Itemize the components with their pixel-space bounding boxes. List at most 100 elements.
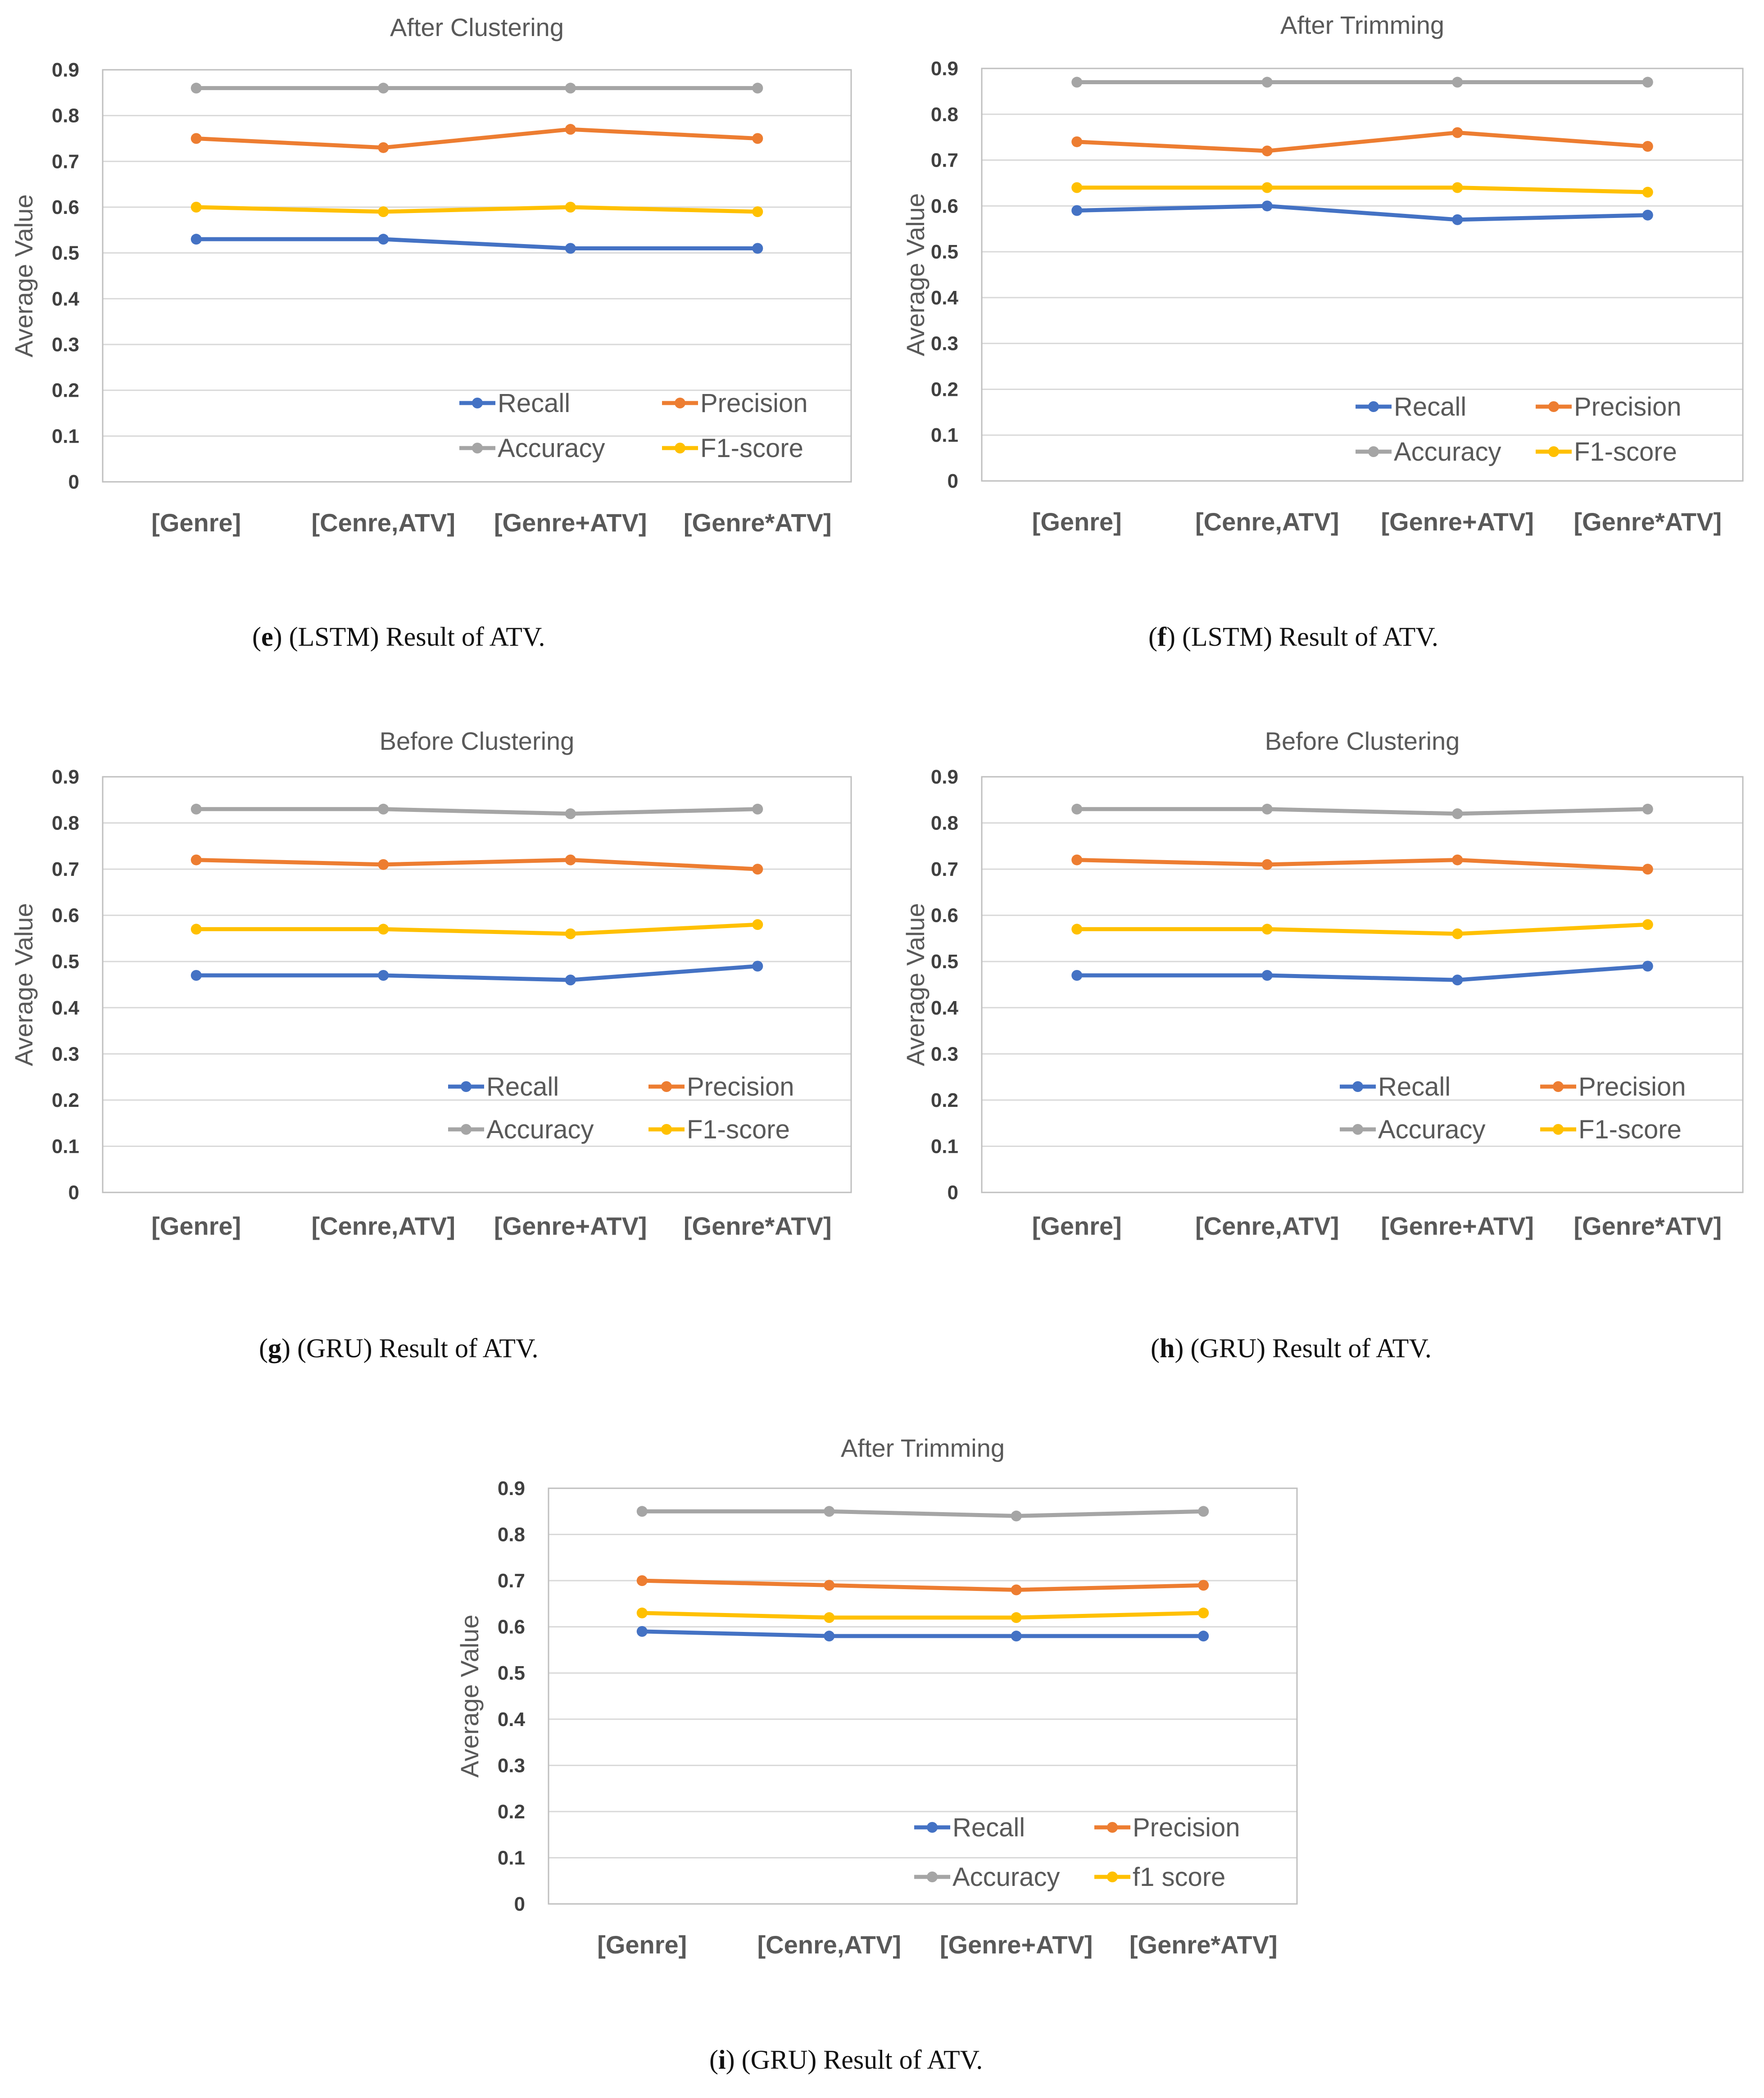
y-tick-label: 0.9 — [931, 766, 958, 788]
series-line — [194, 807, 760, 816]
x-tick-label: [Genre+ATV] — [494, 1212, 647, 1240]
y-tick-label: 0.9 — [498, 1477, 525, 1500]
x-tick-label: [Cenre,ATV] — [1195, 1212, 1339, 1240]
caption-f: (f) (LSTM) Result of ATV. — [1148, 622, 1438, 652]
y-tick-label: 0 — [514, 1893, 525, 1915]
data-point — [1452, 854, 1463, 865]
data-point — [752, 243, 763, 254]
data-point — [190, 133, 202, 144]
plot-area — [548, 1487, 1298, 1905]
legend-entry: Precision — [648, 1072, 794, 1101]
data-point — [1452, 77, 1463, 88]
x-tick-label: [Genre*ATV] — [1574, 508, 1722, 536]
data-point — [1642, 186, 1653, 198]
y-tick-label: 0.7 — [931, 150, 958, 172]
data-point — [190, 82, 202, 94]
y-tick-label: 0.6 — [931, 195, 958, 217]
data-point — [1452, 974, 1463, 986]
y-tick-label: 0.9 — [931, 58, 958, 80]
data-point — [565, 82, 576, 94]
series-line — [1075, 964, 1650, 982]
y-tick-label: 0.8 — [52, 812, 79, 834]
data-point — [565, 124, 576, 135]
x-tick-label: [Genre] — [597, 1930, 687, 1959]
legend-label: f1 score — [1133, 1862, 1225, 1892]
legend-label: Accuracy — [1394, 437, 1501, 467]
data-point — [190, 234, 202, 245]
caption-text-h: (GRU) Result of ATV. — [1184, 1333, 1432, 1363]
legend-entry: F1-score — [648, 1115, 790, 1144]
y-tick-label: 0.6 — [52, 196, 79, 218]
chart-title: After Trimming — [841, 1434, 1005, 1462]
x-tick-label: [Genre*ATV] — [684, 508, 832, 537]
legend-entry: Accuracy — [1356, 437, 1501, 467]
caption-g: (g) (GRU) Result of ATV. — [259, 1333, 539, 1363]
legend-swatch-marker — [461, 1124, 472, 1135]
data-point — [1642, 961, 1653, 972]
x-tick-label: [Genre] — [1032, 1212, 1122, 1240]
legend-swatch-marker — [1368, 401, 1379, 412]
legend-swatch-marker — [472, 398, 483, 408]
legend-entry: F1-score — [1536, 437, 1677, 467]
y-tick-label: 0.6 — [52, 905, 79, 927]
data-point — [190, 970, 202, 981]
chart-panel-f: After Trimming 0 0.1 0.2 0.3 0.4 0.5 0.6 0.7 0.8 0… — [892, 0, 1764, 563]
x-tick-label: [Genre*ATV] — [1574, 1212, 1722, 1240]
legend-entry: Precision — [1094, 1813, 1240, 1842]
data-point — [1011, 1510, 1022, 1522]
y-tick-label: 0 — [948, 1182, 958, 1204]
series-line — [194, 237, 760, 250]
data-point — [1452, 214, 1463, 225]
legend-swatch-marker — [472, 443, 483, 453]
data-point — [1261, 803, 1273, 815]
data-point — [565, 243, 576, 254]
y-axis-label: Average Value — [901, 903, 930, 1066]
legend-label: Precision — [1574, 392, 1682, 421]
data-point — [565, 974, 576, 986]
legend-label: F1-score — [700, 434, 803, 463]
x-tick-label: [Cenre,ATV] — [312, 1212, 455, 1240]
y-tick-label: 0.4 — [931, 997, 959, 1019]
y-tick-label: 0.6 — [498, 1616, 525, 1638]
chart-panel-g: Before Clustering 0 0.1 0.2 0.3 0.4 0.5 0.6 0.7 0… — [0, 711, 882, 1274]
x-tick-label: [Genre] — [1032, 508, 1122, 536]
y-tick-label: 0.5 — [931, 241, 958, 263]
legend-swatch-marker — [675, 398, 685, 408]
legend-entry: Recall — [448, 1072, 559, 1101]
legend-swatch-marker — [1553, 1124, 1564, 1135]
caption-letter-i: i — [718, 2045, 726, 2075]
legend-label: F1-score — [687, 1115, 790, 1144]
legend-swatch-marker — [1352, 1081, 1363, 1092]
data-point — [1011, 1584, 1022, 1595]
data-point — [565, 808, 576, 820]
legend-label: Recall — [952, 1813, 1025, 1842]
chart-title: After Trimming — [1280, 11, 1444, 39]
data-point — [1642, 864, 1653, 875]
series-line — [1075, 130, 1650, 153]
legend-entry: Precision — [662, 389, 808, 418]
legend-swatch-marker — [1107, 1822, 1118, 1833]
x-tick-label: [Genre+ATV] — [1381, 508, 1534, 536]
series-line — [194, 922, 760, 936]
legend-label: Recall — [1378, 1072, 1451, 1101]
series-line — [194, 964, 760, 982]
caption-text-e: (LSTM) Result of ATV. — [282, 622, 545, 652]
y-tick-label: 0.5 — [52, 951, 79, 973]
caption-h: (h) (GRU) Result of ATV. — [1151, 1333, 1432, 1363]
y-tick-label: 0.2 — [52, 1089, 79, 1111]
chart-svg-f: After Trimming 0 0.1 0.2 0.3 0.4 0.5 0.6 0.7 0.8 0… — [901, 11, 1744, 536]
chart-svg-e: After Clustering 0 0.1 0.2 0.3 0.4 0.5 0.6 0.7 0.… — [9, 13, 852, 537]
legend-swatch-marker — [927, 1871, 938, 1882]
data-point — [1198, 1631, 1209, 1642]
legend-label: Precision — [1578, 1072, 1686, 1101]
y-tick-label: 0.8 — [931, 104, 958, 126]
legend-entry: Accuracy — [459, 434, 605, 463]
series-line — [1075, 858, 1650, 871]
y-tick-label: 0.1 — [931, 424, 958, 446]
y-tick-label: 0.3 — [52, 334, 79, 356]
caption-letter-g: g — [268, 1333, 281, 1363]
data-point — [1071, 182, 1083, 193]
data-point — [752, 82, 763, 94]
caption-text-f: (LSTM) Result of ATV. — [1175, 622, 1438, 652]
chart-title: After Clustering — [390, 13, 564, 41]
